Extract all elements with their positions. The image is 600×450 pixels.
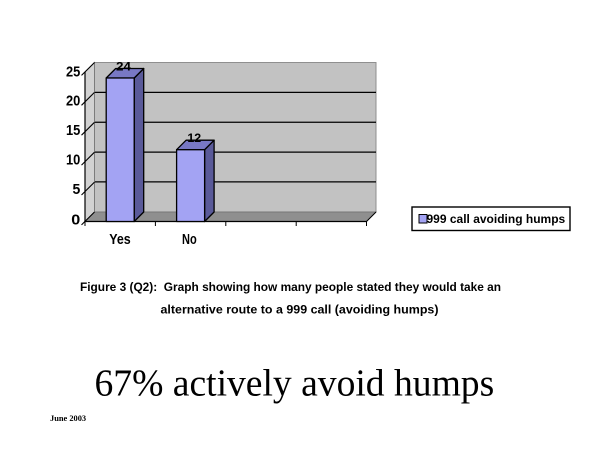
svg-text:999 call avoiding humps: 999 call avoiding humps bbox=[427, 212, 566, 226]
svg-text:15: 15 bbox=[66, 123, 80, 139]
svg-text:alternative route to a 999 cal: alternative route to a 999 call (avoidin… bbox=[161, 303, 439, 317]
svg-text:24: 24 bbox=[116, 60, 131, 74]
svg-text:20: 20 bbox=[66, 93, 80, 109]
svg-text:5: 5 bbox=[73, 182, 81, 198]
svg-text:10: 10 bbox=[66, 153, 80, 169]
svg-text:Figure 3 (Q2): Graph showing: Figure 3 (Q2): Graph showing how many pe… bbox=[80, 280, 501, 294]
svg-text:Yes: Yes bbox=[109, 232, 131, 248]
svg-text:No: No bbox=[182, 232, 197, 248]
svg-text:12: 12 bbox=[187, 131, 201, 145]
svg-text:June 2003: June 2003 bbox=[50, 414, 86, 423]
svg-text:0: 0 bbox=[71, 213, 80, 229]
svg-text:67% actively avoid humps: 67% actively avoid humps bbox=[95, 363, 495, 404]
svg-text:25: 25 bbox=[66, 65, 80, 81]
